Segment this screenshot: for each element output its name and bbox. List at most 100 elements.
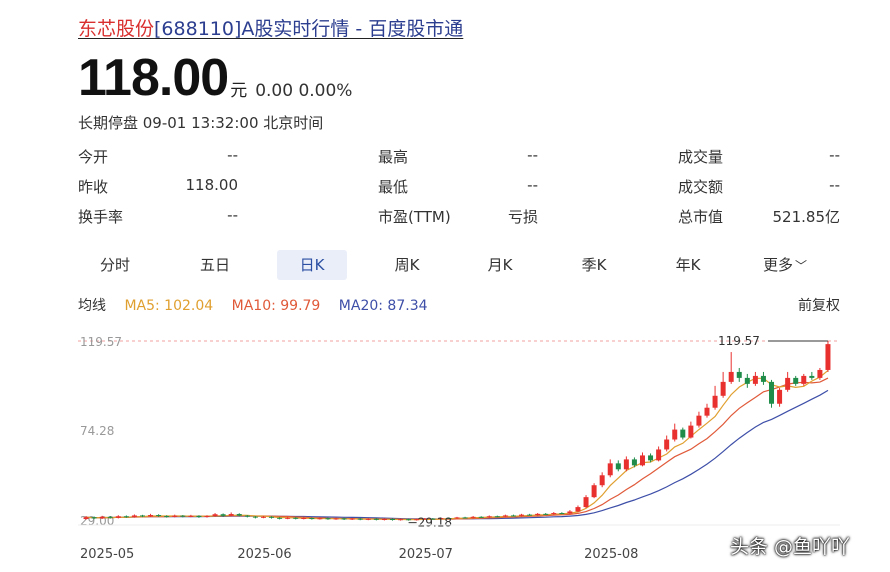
y-tick-label: 29.00: [80, 514, 114, 528]
candle-body: [438, 518, 444, 520]
stats-row: 今开 -- 最高 -- 成交量 --: [78, 146, 840, 176]
ma10-value: MA10: 99.79: [231, 298, 321, 314]
x-tick-label: 2025-08: [584, 547, 638, 562]
candle-body: [430, 518, 436, 520]
candle-body: [502, 515, 508, 517]
candle-body: [736, 371, 742, 378]
tab-weekly-k[interactable]: 周K: [394, 256, 420, 274]
candlestick-chart[interactable]: 119.57 74.28 29.00 119.57 29.18 2025-05 2025-0…: [78, 325, 840, 565]
candle-body: [333, 518, 339, 520]
candle-body: [83, 517, 89, 520]
candle-body: [204, 516, 210, 518]
x-tick-label: 2025-05: [80, 547, 134, 562]
tab-intraday[interactable]: 分时: [99, 256, 130, 274]
ma20-value: MA20: 87.34: [338, 298, 428, 314]
candle-body: [817, 369, 823, 378]
price-change: 0.00 0.00%: [255, 81, 353, 101]
candle-body: [164, 516, 170, 518]
candle-body: [244, 515, 250, 517]
trading-status: 长期停盘 09-01 13:32:00 北京时间: [78, 114, 324, 132]
candle-body: [462, 517, 468, 519]
candle-body: [607, 463, 613, 476]
candle-body: [478, 516, 484, 518]
candle-body: [744, 377, 750, 384]
candle-body: [752, 375, 758, 384]
title-rest[interactable]: [688110]A股实时行情 - 百度股市通: [154, 18, 464, 40]
max-price-label: 119.57: [718, 334, 760, 348]
candle-body: [575, 507, 581, 512]
tab-monthly-k[interactable]: 月K: [487, 256, 513, 274]
candle-body: [527, 514, 533, 516]
candle-body: [91, 517, 97, 519]
y-tick-label: 74.28: [80, 424, 114, 438]
chevron-down-icon: ﹀: [795, 259, 808, 273]
candle-body: [317, 518, 323, 520]
candle-body: [760, 375, 766, 382]
ma5-line: [85, 369, 829, 521]
candle-body: [123, 516, 129, 518]
stock-name-link[interactable]: 东芯股份: [78, 18, 155, 40]
candle-body: [309, 518, 315, 520]
candle-body: [559, 513, 565, 515]
candle-body: [99, 516, 105, 519]
stat-value-pe: 亏损: [507, 208, 538, 226]
tab-five-day[interactable]: 五日: [199, 256, 230, 274]
candle-body: [293, 517, 299, 519]
candle-body: [228, 514, 234, 516]
min-price-label: 29.18: [418, 516, 452, 530]
candle-body: [446, 518, 452, 520]
stat-label-low: 最低: [378, 178, 409, 196]
ma5-value: MA5: 102.04: [124, 298, 214, 314]
candle-body: [494, 516, 500, 518]
stat-label-turnover-rate: 换手率: [78, 208, 124, 226]
tab-daily-k[interactable]: 日K: [277, 250, 347, 280]
tab-more-label: 更多: [762, 256, 793, 274]
price-adjust-toggle[interactable]: 前复权: [798, 298, 840, 314]
tab-more[interactable]: 更多 ﹀: [750, 250, 820, 280]
candle-body: [131, 515, 137, 518]
candle-body: [728, 371, 734, 382]
stat-label-high: 最高: [378, 148, 409, 166]
candle-body: [139, 515, 145, 517]
candle-body: [785, 377, 791, 390]
candle-body: [793, 377, 799, 384]
tab-quarterly-k[interactable]: 季K: [581, 256, 607, 274]
current-price: 118.00: [78, 49, 229, 107]
candle-body: [349, 518, 355, 520]
candle-body: [196, 515, 202, 518]
stat-label-market-cap: 总市值: [678, 208, 724, 226]
candle-body: [212, 514, 218, 517]
candle-body: [260, 516, 266, 518]
candle-body: [712, 395, 718, 408]
period-tabs: 分时 五日 日K 周K 月K 季K 年K 更多 ﹀: [78, 246, 840, 284]
candle-body: [623, 459, 629, 470]
candle-body: [269, 516, 275, 518]
candle-body: [156, 515, 162, 517]
candle-body: [381, 519, 387, 521]
candle-body: [688, 425, 694, 438]
candle-body: [486, 516, 492, 518]
ma20-line: [85, 389, 829, 520]
stat-value-turnover-rate: --: [227, 206, 238, 224]
candle-body: [567, 511, 573, 514]
candle-body: [406, 519, 412, 521]
candle-body: [341, 518, 347, 520]
page-title[interactable]: 东芯股份[688110]A股实时行情 - 百度股市通: [78, 14, 463, 41]
candle-body: [809, 375, 815, 378]
x-tick-label: 2025-07: [399, 547, 453, 562]
stat-value-market-cap: 521.85亿: [772, 208, 841, 226]
candle-body: [656, 449, 662, 461]
stats-row: 换手率 -- 市盈(TTM) 亏损 总市值 521.85亿: [78, 206, 840, 236]
stat-value-low: --: [527, 176, 538, 194]
tab-yearly-k[interactable]: 年K: [675, 256, 701, 274]
candle-body: [365, 518, 371, 520]
candle-body: [236, 514, 242, 516]
candle-body: [510, 515, 516, 517]
candle-body: [639, 455, 645, 466]
candle-body: [615, 463, 621, 470]
stat-value-volume: --: [829, 146, 840, 164]
candle-body: [252, 516, 258, 518]
stat-label-volume: 成交量: [678, 148, 724, 166]
candle-body: [188, 515, 194, 517]
stats-row: 昨收 118.00 最低 -- 成交额 --: [78, 176, 840, 206]
